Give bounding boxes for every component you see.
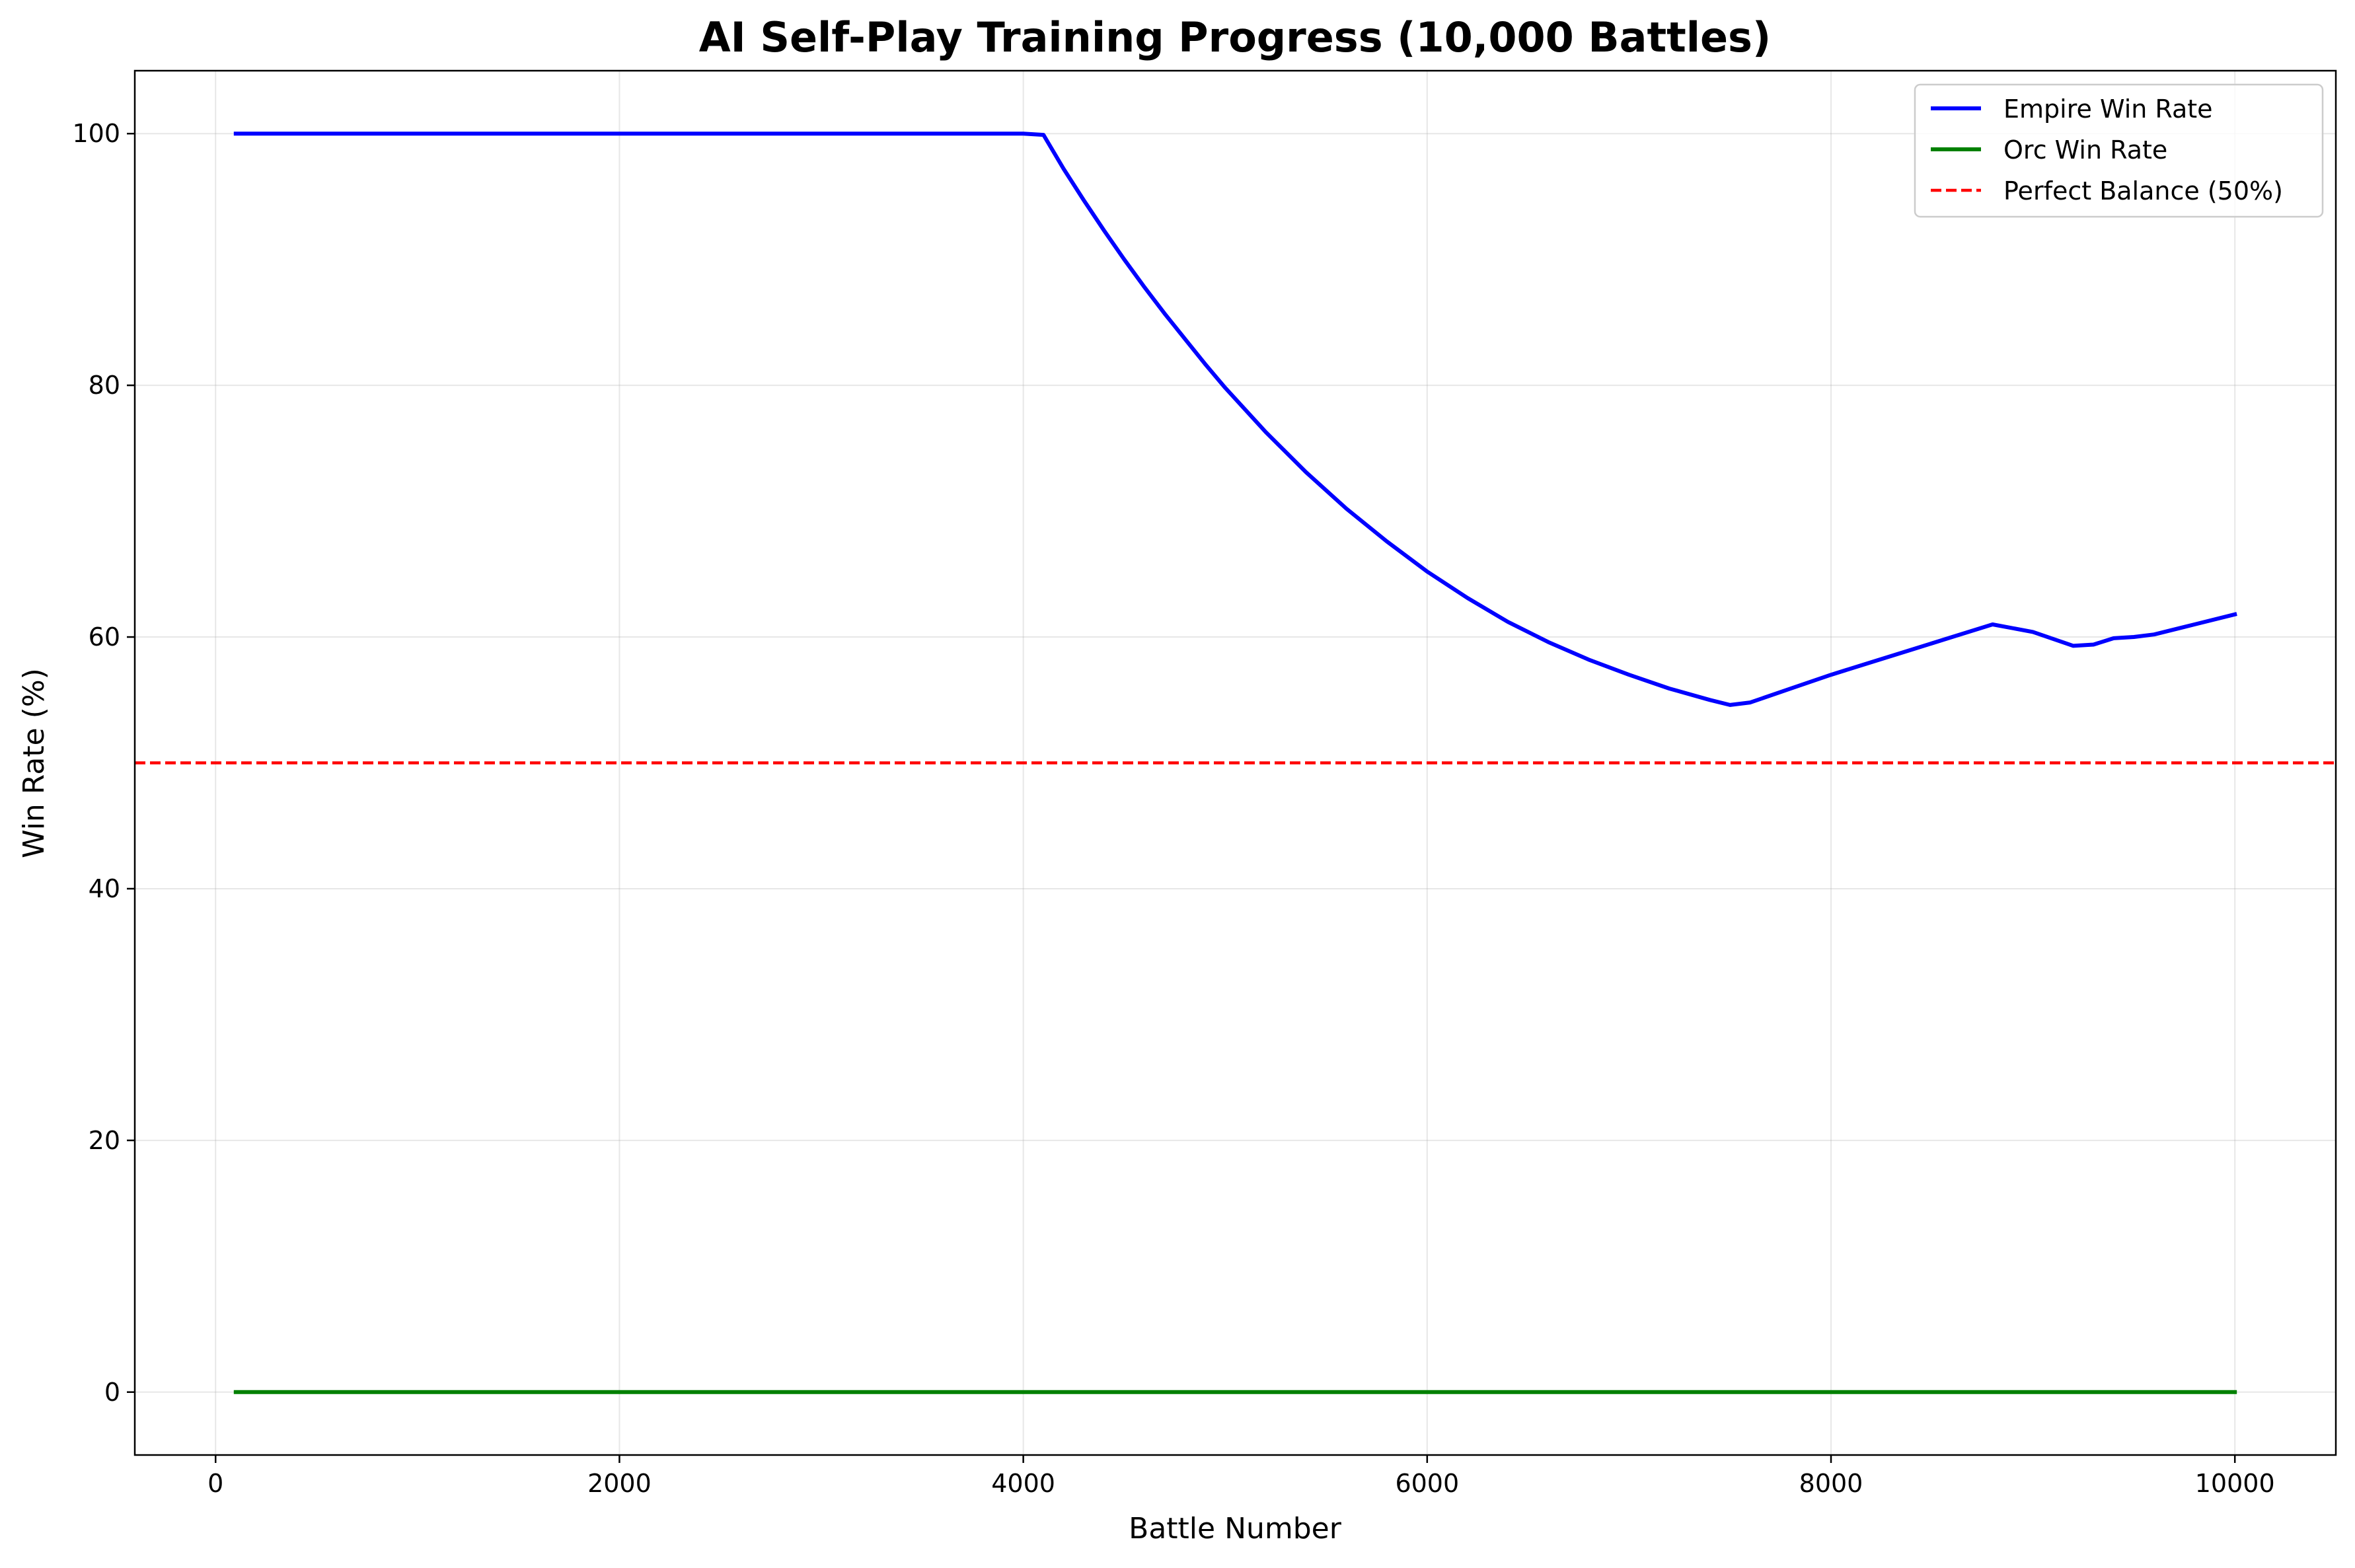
y-tick-label: 60 xyxy=(89,622,120,652)
series-lines xyxy=(233,131,2237,1394)
y-tick-label: 0 xyxy=(104,1378,120,1407)
x-tick-label: 0 xyxy=(207,1469,223,1498)
legend-label-empire: Empire Win Rate xyxy=(2003,94,2213,124)
y-tick-label: 40 xyxy=(89,874,120,903)
x-tick-label: 4000 xyxy=(991,1469,1055,1498)
y-tick-label: 100 xyxy=(72,119,120,148)
ticks: 0 2000 4000 6000 8000 10000 0 20 40 60 80 100 xyxy=(72,119,2274,1498)
plot-frame xyxy=(133,69,2337,1456)
x-tick-label: 10000 xyxy=(2195,1469,2275,1498)
legend-label-balance: Perfect Balance (50%) xyxy=(2003,176,2283,205)
chart-title: AI Self-Play Training Progress (10,000 B… xyxy=(699,13,1772,61)
y-tick-label: 20 xyxy=(89,1126,120,1155)
legend-label-orc: Orc Win Rate xyxy=(2003,135,2167,165)
x-tick-label: 8000 xyxy=(1799,1469,1863,1498)
x-tick-label: 2000 xyxy=(587,1469,652,1498)
y-axis-label: Win Rate (%) xyxy=(17,668,51,858)
y-tick-label: 80 xyxy=(89,371,120,400)
x-tick-label: 6000 xyxy=(1395,1469,1459,1498)
legend: Empire Win Rate Orc Win Rate Perfect Bal… xyxy=(1914,83,2324,218)
legend-box xyxy=(1914,83,2324,218)
series-line-empire-win-rate xyxy=(233,131,2237,707)
x-axis-label: Battle Number xyxy=(1129,1512,1342,1546)
